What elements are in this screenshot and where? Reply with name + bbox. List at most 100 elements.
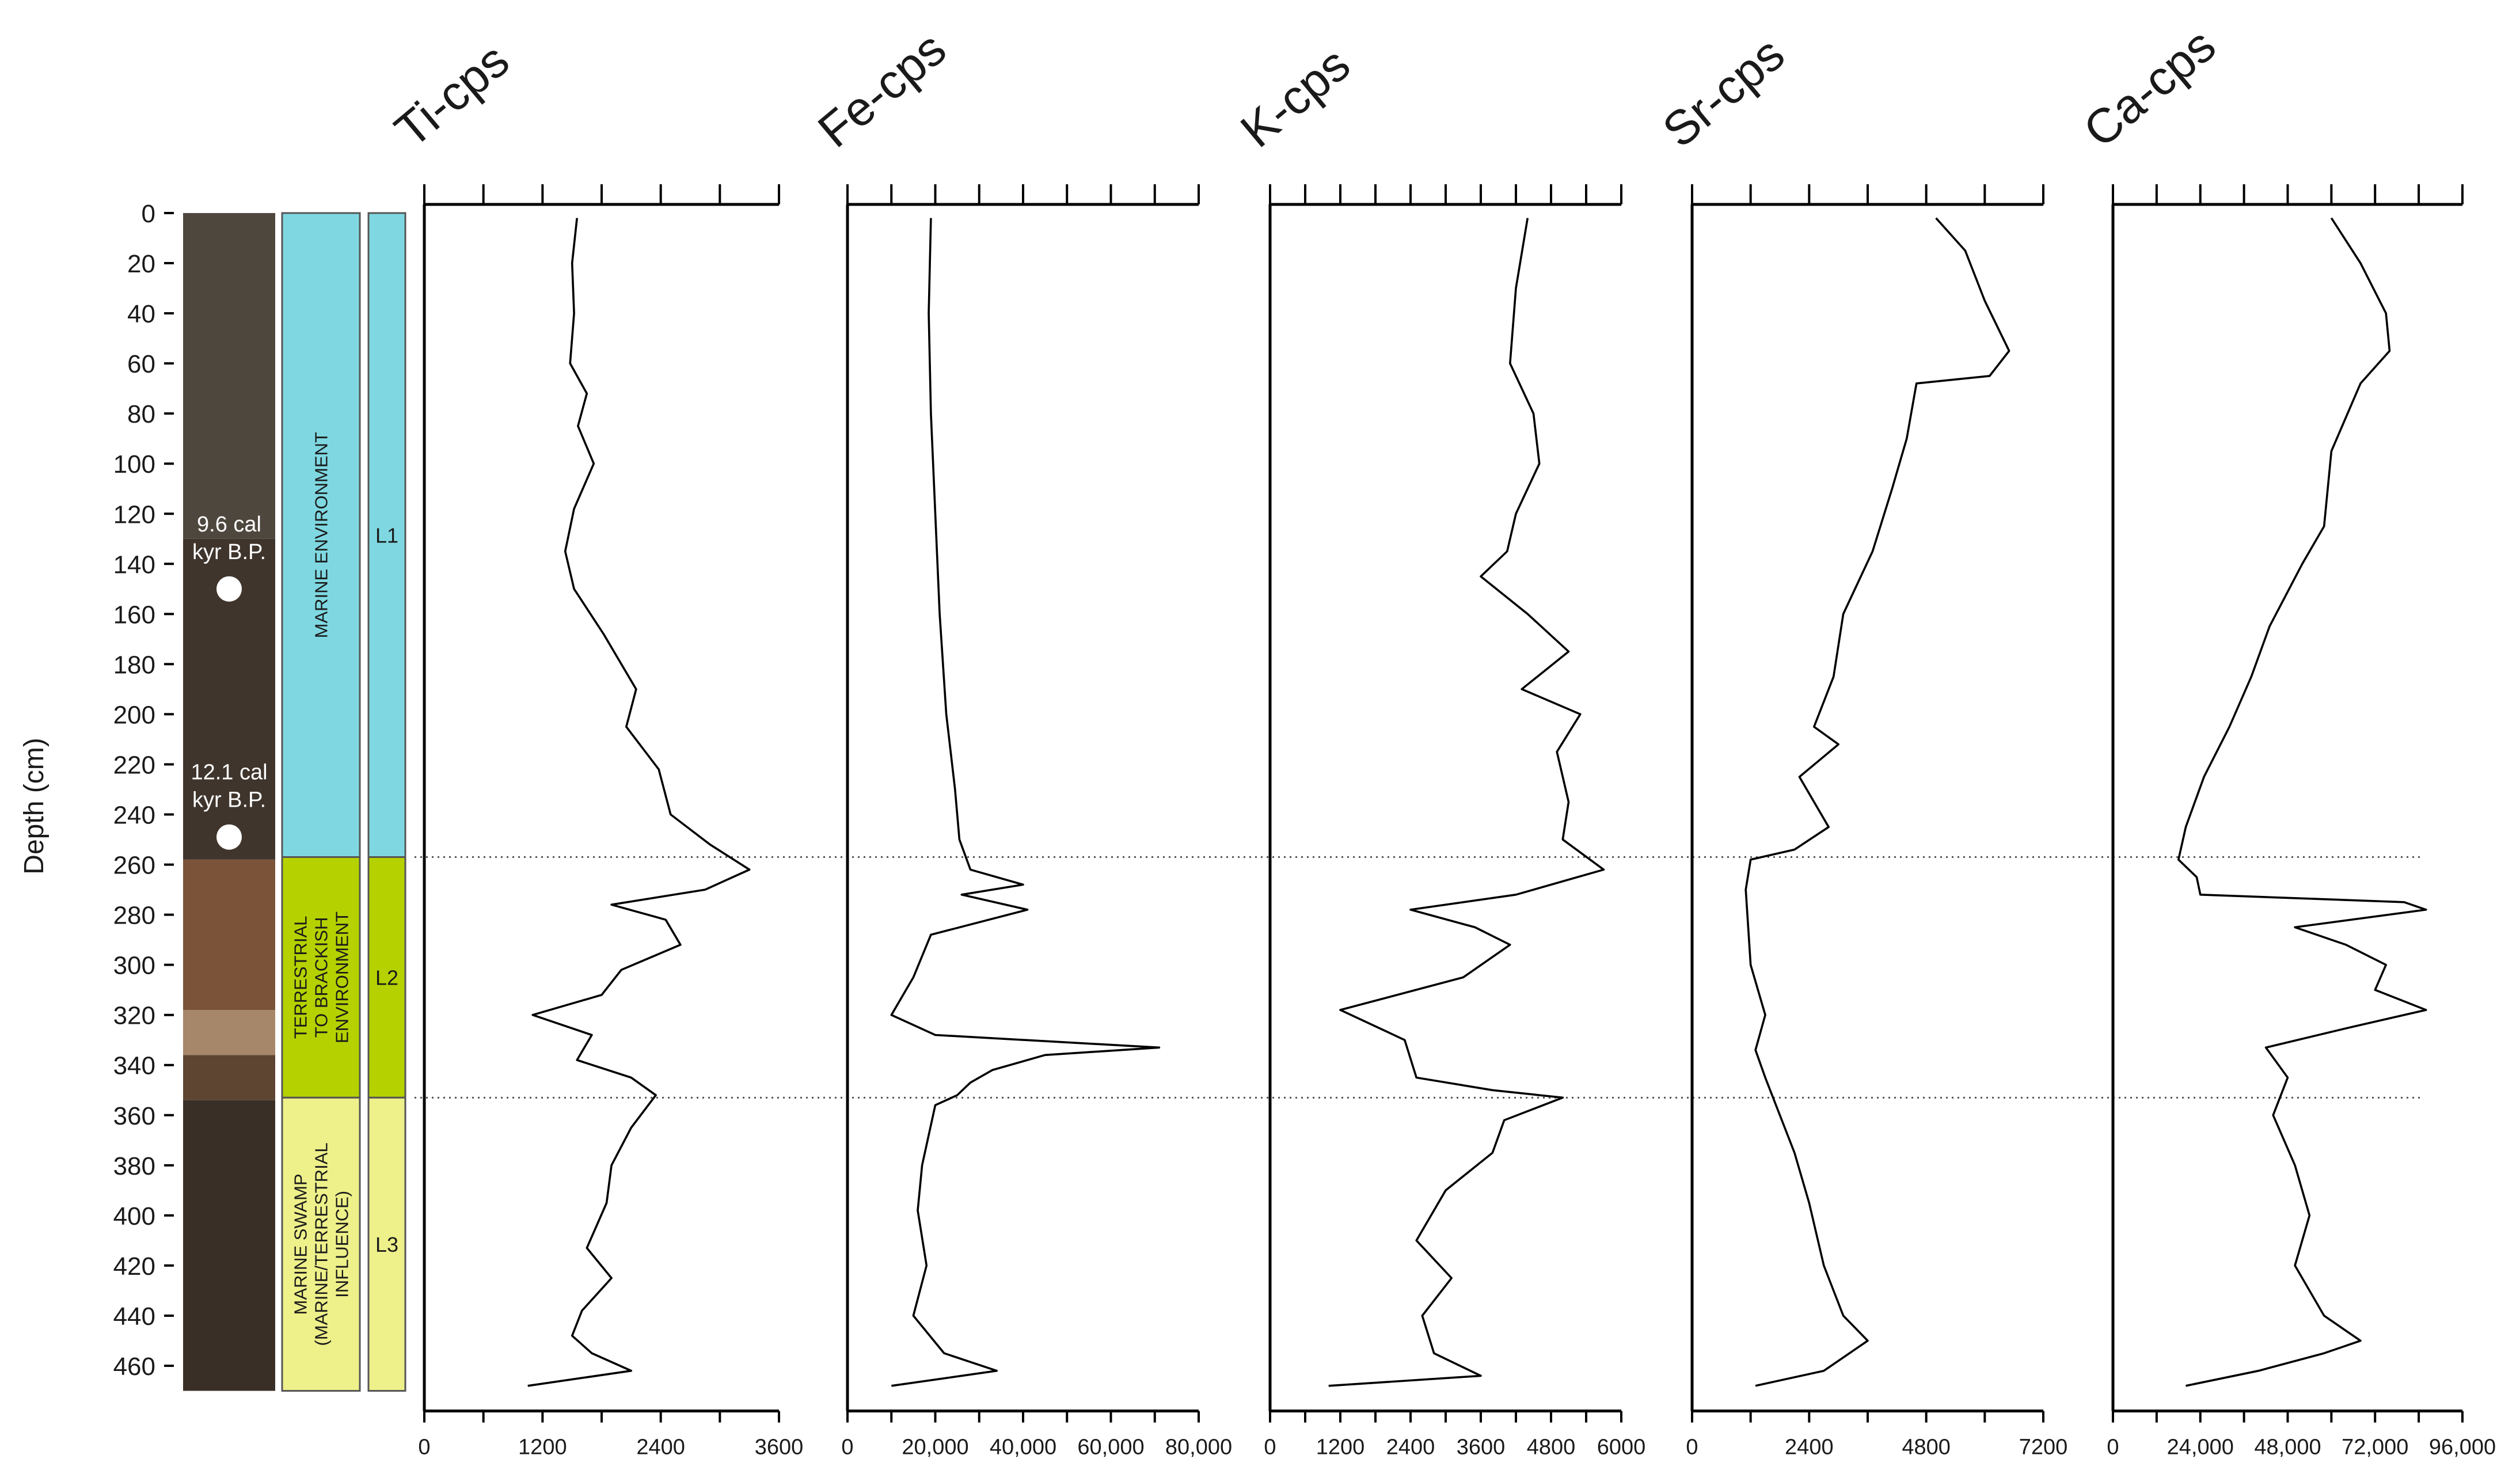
panel-ti-cps: 0 1200 2400 3600 Ti-cps — [385, 33, 803, 1460]
radiocarbon-date-marker — [216, 824, 242, 850]
series-trace — [2177, 217, 2427, 1387]
date-label-line1: 12.1 cal — [191, 761, 267, 785]
series-trace — [1744, 217, 2010, 1387]
series-trace — [1328, 218, 1605, 1387]
x-tick-label: 0 — [841, 1435, 853, 1460]
x-tick-label: 4800 — [1527, 1435, 1576, 1460]
series-title: K-cps — [1230, 37, 1360, 158]
unit-label: L3 — [375, 1233, 398, 1256]
date-label-line2: kyr B.P. — [192, 540, 266, 564]
panel-sr-cps: 0 2400 4800 7200 Sr-cps — [1652, 26, 2067, 1460]
x-tick-label: 72,000 — [2342, 1435, 2408, 1460]
environment-column: MARINE ENVIRONMENT TERRESTRIAL TO BRACKISH… — [281, 212, 361, 1392]
environment-label-group: MARINE ENVIRONMENT — [311, 432, 332, 638]
core-band — [183, 1100, 275, 1391]
depth-tick-label: 160 — [113, 601, 155, 629]
x-tick-label: 0 — [418, 1435, 430, 1460]
x-tick-label: 3600 — [755, 1435, 804, 1460]
x-tick-label: 2400 — [636, 1435, 685, 1460]
unit-block — [367, 212, 406, 859]
depth-tick-label: 300 — [113, 952, 155, 980]
x-tick-label: 80,000 — [1165, 1435, 1232, 1460]
series-trace — [890, 218, 1161, 1387]
depth-tick-label: 380 — [113, 1152, 155, 1180]
x-tick-label: 20,000 — [902, 1435, 968, 1460]
x-tick-label: 40,000 — [990, 1435, 1056, 1460]
x-tick-label: 48,000 — [2254, 1435, 2321, 1460]
depth-tick-label: 20 — [127, 250, 155, 278]
core-band — [183, 1009, 275, 1055]
x-tick-label: 4800 — [1902, 1435, 1951, 1460]
unit-boundaries — [415, 856, 2421, 1099]
x-tick-label: 0 — [2107, 1435, 2119, 1460]
panel-fe-cps: 0 20,000 40,000 60,000 80,000 Fe-cps — [808, 21, 1232, 1460]
environment-label: TO BRACKISH — [311, 917, 332, 1038]
x-tick-label: 7200 — [2019, 1435, 2068, 1460]
panel-ca-cps: 0 24,000 48,000 72,000 96,000 Ca-cps — [2073, 18, 2496, 1460]
core-band — [183, 1055, 275, 1100]
depth-tick-label: 40 — [127, 300, 155, 328]
depth-tick-label: 280 — [113, 902, 155, 930]
panel-k-cps: 0 1200 2400 3600 4800 6000 K-cps — [1230, 37, 1645, 1460]
environment-label: (MARINE/TERRESTRIAL — [311, 1142, 332, 1346]
series-trace — [527, 218, 751, 1387]
environment-label: ENVIRONMENT — [332, 911, 352, 1043]
x-tick-label: 60,000 — [1077, 1435, 1144, 1460]
depth-tick-label: 400 — [113, 1202, 155, 1230]
core-band — [183, 213, 275, 539]
element-panels: 0 1200 2400 3600 Ti-cps 0 20,000 40,000 60,000 80… — [385, 18, 2496, 1460]
depth-axis: Depth (cm) 0 20 40 60 80 100 120 140 160 180 200 22… — [19, 200, 174, 1381]
x-tick-label: 1200 — [1316, 1435, 1365, 1460]
x-tick-label: 1200 — [518, 1435, 567, 1460]
environment-label: TERRESTRIAL — [291, 916, 311, 1039]
depth-axis-title: Depth (cm) — [19, 738, 50, 874]
unit-label: L1 — [375, 523, 398, 547]
depth-tick-label: 60 — [127, 350, 155, 378]
depth-tick-label: 140 — [113, 550, 155, 579]
series-title: Ca-cps — [2073, 18, 2225, 158]
depth-tick-label: 220 — [113, 751, 155, 779]
core-photo-column: 9.6 cal kyr B.P. 12.1 cal kyr B.P. — [183, 213, 275, 1391]
unit-label: L2 — [375, 966, 398, 989]
x-tick-label: 0 — [1686, 1435, 1698, 1460]
depth-tick-label: 460 — [113, 1353, 155, 1381]
depth-tick-label: 320 — [113, 1002, 155, 1030]
environment-block — [281, 856, 361, 1099]
depth-tick-label: 180 — [113, 651, 155, 679]
date-label-line1: 9.6 cal — [197, 512, 261, 537]
environment-label: MARINE SWAMP — [291, 1173, 311, 1315]
environment-label: INFLUENCE) — [332, 1191, 352, 1298]
depth-tick-label: 0 — [142, 200, 155, 228]
environment-label: MARINE ENVIRONMENT — [311, 432, 332, 638]
depth-tick-label: 80 — [127, 400, 155, 428]
x-tick-label: 24,000 — [2167, 1435, 2234, 1460]
series-title: Fe-cps — [808, 21, 956, 158]
x-tick-label: 6000 — [1597, 1435, 1646, 1460]
depth-tick-label: 440 — [113, 1302, 155, 1331]
series-title: Ti-cps — [385, 33, 519, 158]
depth-tick-label: 360 — [113, 1102, 155, 1130]
series-title: Sr-cps — [1652, 26, 1794, 158]
x-tick-label: 2400 — [1785, 1435, 1834, 1460]
environment-label-group: TERRESTRIAL TO BRACKISH ENVIRONMENT — [291, 911, 352, 1043]
x-tick-label: 3600 — [1457, 1435, 1506, 1460]
x-tick-label: 0 — [1264, 1435, 1276, 1460]
core-band — [183, 859, 275, 1010]
radiocarbon-date-marker — [216, 576, 242, 602]
date-label-line2: kyr B.P. — [192, 788, 266, 812]
depth-tick-label: 100 — [113, 450, 155, 478]
environment-label-group: MARINE SWAMP (MARINE/TERRESTRIAL INFLUENCE… — [291, 1142, 352, 1346]
environment-block — [281, 212, 361, 859]
depth-tick-label: 200 — [113, 701, 155, 729]
depth-tick-label: 260 — [113, 852, 155, 880]
unit-column: L1 L2 L3 — [367, 212, 406, 1392]
x-tick-label: 96,000 — [2429, 1435, 2496, 1460]
depth-tick-label: 340 — [113, 1052, 155, 1080]
depth-tick-label: 420 — [113, 1252, 155, 1281]
depth-tick-group: 0 20 40 60 80 100 120 140 160 180 200 220 240 260 280 3… — [113, 200, 174, 1381]
unit-block — [367, 1096, 406, 1392]
depth-tick-label: 240 — [113, 802, 155, 830]
environment-block — [281, 1096, 361, 1392]
x-tick-label: 2400 — [1386, 1435, 1435, 1460]
